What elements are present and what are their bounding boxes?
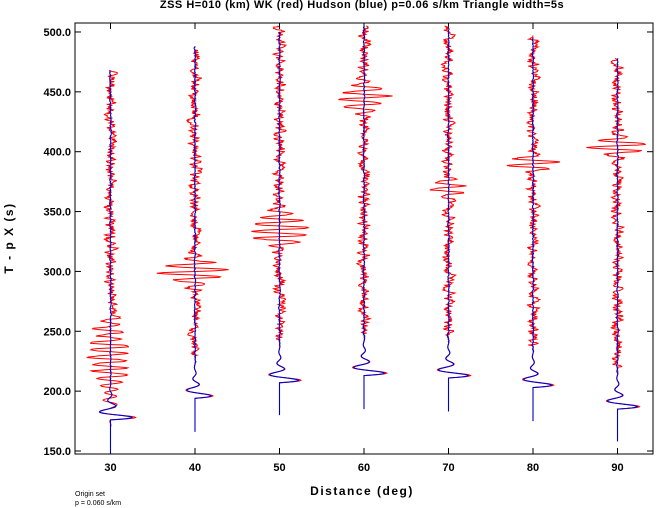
wk-trace-30 — [85, 69, 137, 428]
x-tick-label: 90 — [611, 462, 623, 474]
seismogram-traces — [85, 25, 647, 454]
hudson-trace-30 — [99, 70, 134, 454]
x-tick-label: 50 — [273, 462, 285, 474]
wk-trace-90 — [586, 57, 647, 420]
x-tick-label: 30 — [104, 462, 116, 474]
y-tick-label: 200.0 — [43, 386, 71, 398]
y-tick-label: 500.0 — [43, 27, 71, 39]
y-tick-label: 300.0 — [43, 266, 71, 278]
y-tick-label: 450.0 — [43, 87, 71, 99]
y-axis-label: T - p X (s) — [2, 202, 16, 273]
hudson-trace-90 — [606, 58, 639, 442]
hudson-trace-60 — [353, 25, 386, 410]
wk-trace-50 — [251, 25, 310, 396]
x-tick-labels: 30 40 50 60 70 80 90 — [104, 462, 623, 474]
y-tick-label: 400.0 — [43, 147, 71, 159]
wk-trace-40 — [156, 49, 229, 408]
x-tick-label: 80 — [527, 462, 539, 474]
y-tick-label: 150.0 — [43, 446, 71, 458]
hudson-trace-80 — [523, 37, 553, 422]
hudson-trace-50 — [269, 31, 300, 416]
x-tick-label: 70 — [442, 462, 454, 474]
wk-trace-60 — [338, 25, 393, 392]
x-tick-label: 60 — [358, 462, 370, 474]
hudson-trace-70 — [437, 28, 470, 412]
slowness-note: p = 0.060 s/km — [75, 500, 121, 507]
y-tick-label: 350.0 — [43, 207, 71, 219]
x-tick-label: 40 — [189, 462, 201, 474]
hudson-trace-40 — [186, 46, 212, 432]
origin-note: Origin set — [75, 491, 105, 498]
x-axis-label: Distance (deg) — [310, 484, 414, 498]
wk-trace-70 — [429, 25, 472, 394]
chart-title: ZSS H=010 (km) WK (red) Hudson (blue) p=… — [160, 0, 564, 11]
y-tick-labels: 150.0 200.0 250.0 300.0 350.0 400.0 450.0 500.0 — [43, 27, 71, 458]
y-tick-label: 250.0 — [43, 326, 71, 338]
